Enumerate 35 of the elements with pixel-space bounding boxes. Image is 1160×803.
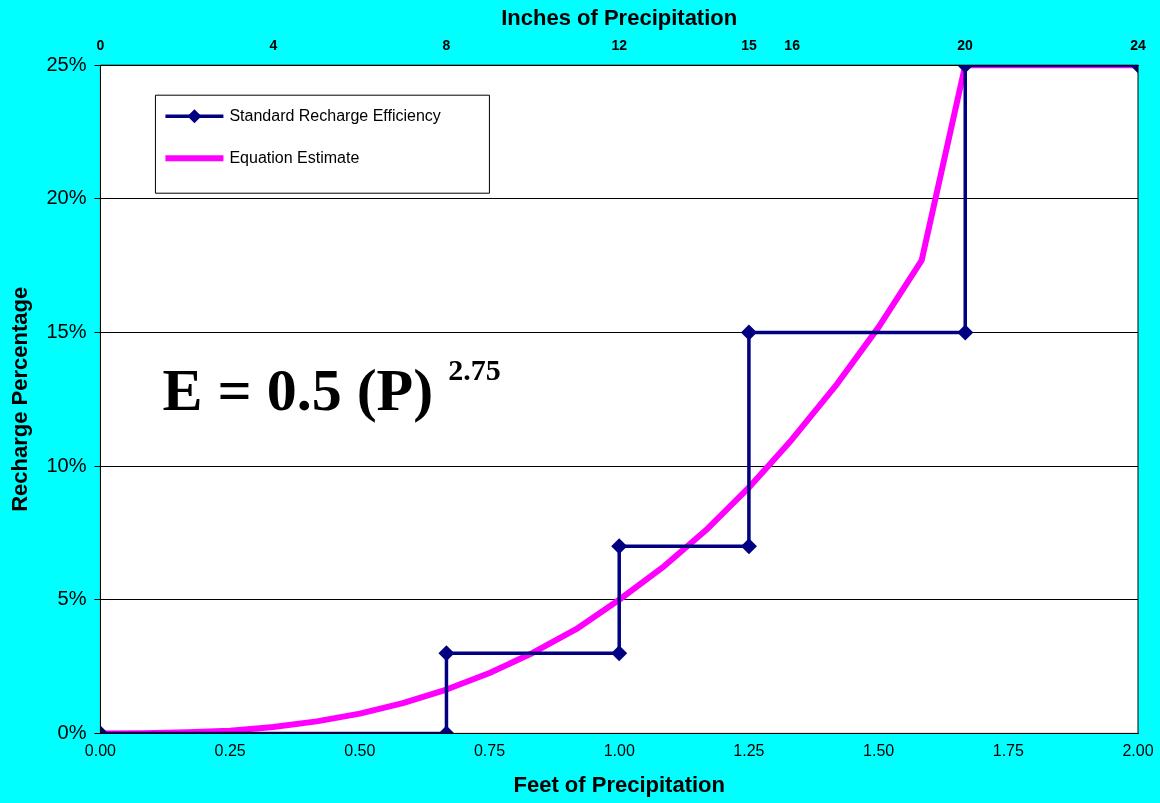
point	[740, 324, 757, 341]
x2-tick-label: 4	[269, 36, 278, 53]
x2-tick-label: 12	[611, 36, 628, 53]
annotation: E = 0.5 (P) 2.75	[162, 353, 501, 424]
x-tick-label: 2.00	[1122, 742, 1154, 760]
point	[438, 645, 455, 662]
y-tick-label: 25%	[46, 52, 87, 75]
x-tick-label: 0.75	[473, 742, 506, 760]
x2-tick-label: 24	[1130, 36, 1146, 53]
x2-tick-label: 20	[957, 36, 974, 53]
x-tick-label: 1.00	[603, 742, 635, 760]
y-tick-label: 15%	[46, 320, 87, 342]
point	[611, 645, 628, 662]
x2-tick-label: 0	[96, 36, 105, 53]
legend-label: Standard Recharge Efficiency	[229, 106, 441, 124]
y-tick-label: 10%	[46, 453, 87, 476]
point	[957, 324, 974, 341]
y-tick-label: 5%	[57, 587, 87, 610]
y-tick-label: 0%	[57, 720, 87, 743]
point	[611, 538, 628, 555]
x-tick-label: 0.25	[214, 742, 246, 760]
x-tick-label: 0.00	[84, 742, 117, 760]
legend-label: Equation Estimate	[229, 148, 360, 166]
x-tick-label: 1.25	[733, 742, 765, 760]
x-tick-label: 0.50	[344, 742, 376, 760]
x2-tick-label: 8	[442, 36, 451, 53]
x-axis-title: Feet of Precipitation	[513, 771, 725, 797]
x2-axis-title: Inches of Precipitation	[501, 5, 738, 31]
y-tick-label: 20%	[46, 186, 87, 209]
x-tick-label: 1.75	[992, 742, 1024, 760]
y-axis-title: Recharge Percentage	[7, 286, 33, 512]
x2-tick-label: 15	[741, 36, 757, 53]
x2-tick-label: 16	[784, 36, 801, 53]
point	[740, 538, 757, 555]
x-tick-label: 1.50	[863, 742, 895, 760]
